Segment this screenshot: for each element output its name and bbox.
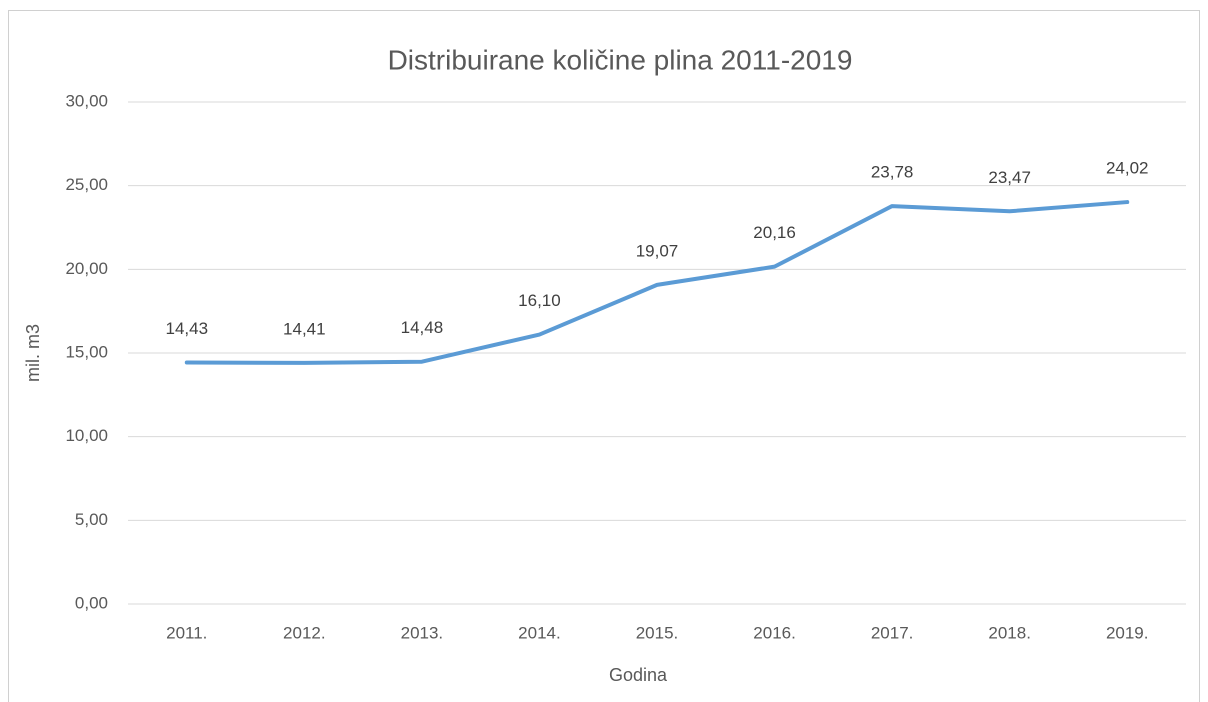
y-tick-label: 10,00 bbox=[65, 426, 108, 445]
data-label: 23,78 bbox=[871, 163, 914, 182]
y-tick-label: 5,00 bbox=[75, 510, 108, 529]
x-tick-label: 2019. bbox=[1106, 623, 1149, 642]
data-label: 24,02 bbox=[1106, 159, 1149, 178]
x-tick-label: 2013. bbox=[401, 623, 444, 642]
y-tick-label: 15,00 bbox=[65, 342, 108, 361]
x-tick-label: 2017. bbox=[871, 623, 914, 642]
y-tick-label: 20,00 bbox=[65, 259, 108, 278]
data-label: 14,41 bbox=[283, 319, 326, 338]
data-label: 14,43 bbox=[166, 319, 209, 338]
x-tick-label: 2016. bbox=[753, 623, 796, 642]
x-tick-label: 2012. bbox=[283, 623, 326, 642]
data-label: 20,16 bbox=[753, 223, 796, 242]
x-tick-label: 2014. bbox=[518, 623, 561, 642]
data-label: 16,10 bbox=[518, 291, 561, 310]
y-tick-label: 25,00 bbox=[65, 175, 108, 194]
x-axis-title: Godina bbox=[609, 665, 668, 685]
x-tick-label: 2015. bbox=[636, 623, 679, 642]
y-axis-title: mil. m3 bbox=[23, 324, 43, 382]
x-tick-label: 2011. bbox=[166, 623, 207, 642]
data-label: 23,47 bbox=[988, 168, 1031, 187]
y-tick-label: 30,00 bbox=[65, 91, 108, 110]
data-label: 19,07 bbox=[636, 241, 679, 260]
x-tick-label: 2018. bbox=[988, 623, 1031, 642]
data-label: 14,48 bbox=[401, 318, 444, 337]
y-tick-label: 0,00 bbox=[75, 593, 108, 612]
data-line bbox=[184, 200, 1130, 365]
chart-frame bbox=[8, 10, 1200, 702]
chart-title: Distribuirane količine plina 2011-2019 bbox=[388, 44, 853, 75]
